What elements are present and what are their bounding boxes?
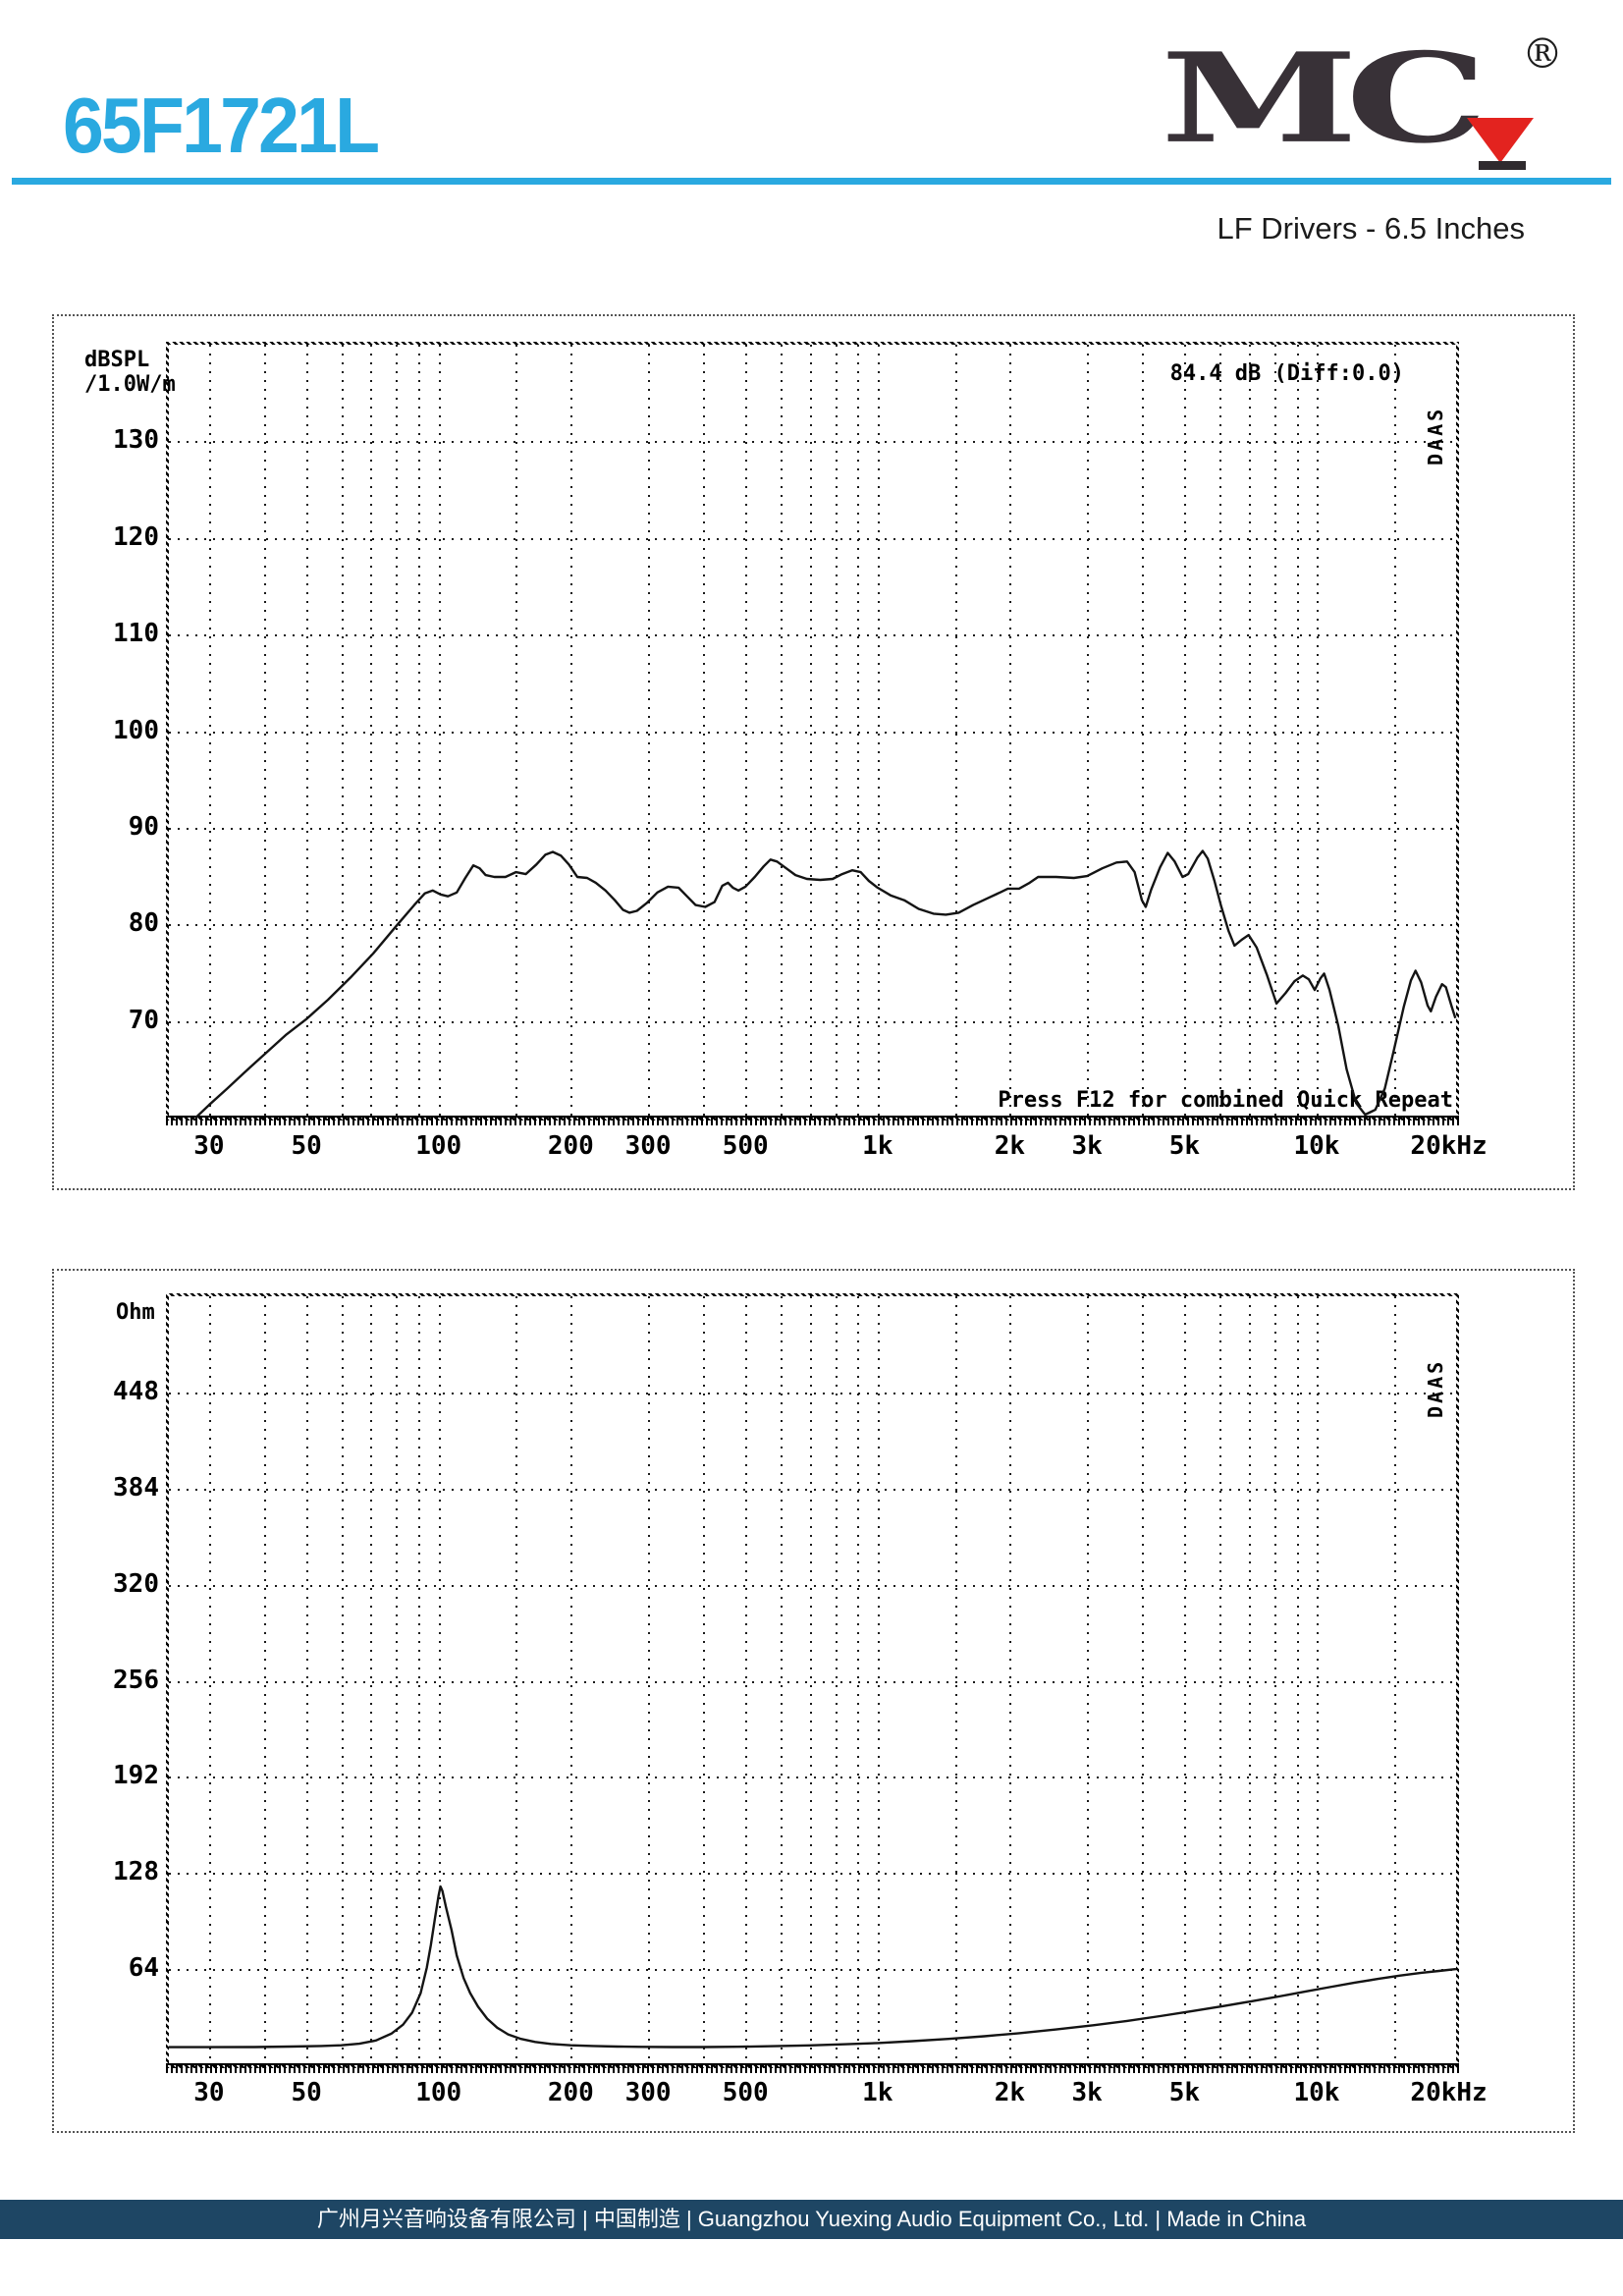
y-tick-label: 192 xyxy=(113,1761,159,1791)
logo-letter-m: M xyxy=(1161,27,1358,172)
logo-letter-c: C xyxy=(1345,27,1488,172)
y-axis-unit-label: Ohm xyxy=(116,1300,155,1325)
logo-underline-bar xyxy=(1479,161,1526,170)
x-tick-label: 20kHz xyxy=(1410,1131,1488,1161)
x-tick-label: 50 xyxy=(291,2078,322,2107)
impedance-chart: 448 384 320 256 192 128 64 30 50 100 200 300 500 1k 2k… xyxy=(52,1269,1575,2133)
x-tick-label: 30 xyxy=(193,1131,225,1161)
x-tick-label: 500 xyxy=(722,2078,769,2107)
x-tick-label: 300 xyxy=(624,2078,672,2107)
page-title: 65F1721L xyxy=(63,82,380,169)
registered-trademark-icon: ® xyxy=(1522,29,1563,78)
plot-area-border xyxy=(166,342,1459,1121)
x-tick-label: 500 xyxy=(722,1131,769,1161)
x-tick-label: 200 xyxy=(547,1131,594,1161)
y-tick-label: 384 xyxy=(113,1472,159,1503)
x-tick-label: 30 xyxy=(193,2078,225,2107)
x-tick-label: 2k xyxy=(994,2078,1026,2107)
product-category: LF Drivers - 6.5 Inches xyxy=(1217,211,1525,246)
y-tick-label: 256 xyxy=(113,1665,159,1695)
y-tick-label: 110 xyxy=(113,619,159,649)
x-tick-label: 300 xyxy=(624,1131,672,1161)
footer-bar: 广州月兴音响设备有限公司 | 中国制造 | Guangzhou Yuexing … xyxy=(0,2200,1623,2239)
x-tick-label: 5k xyxy=(1168,2078,1201,2107)
logo-triangle-icon xyxy=(1467,118,1534,163)
x-axis-line xyxy=(166,1116,1459,1125)
y-tick-label: 80 xyxy=(128,908,159,939)
x-tick-label: 50 xyxy=(291,1131,322,1161)
y-tick-label: 100 xyxy=(113,715,159,745)
spl-curve xyxy=(194,849,1457,1119)
x-tick-label: 3k xyxy=(1071,2078,1103,2107)
y-tick-label: 128 xyxy=(113,1857,159,1887)
x-tick-label: 200 xyxy=(547,2078,594,2107)
y-tick-label: 448 xyxy=(113,1376,159,1406)
x-tick-label: 10k xyxy=(1293,1131,1340,1161)
x-tick-label: 10k xyxy=(1293,2078,1340,2107)
y-tick-label: 90 xyxy=(128,811,159,842)
header-divider xyxy=(12,178,1611,185)
level-annotation: 84.4 dB (Diff:0.0) xyxy=(1169,361,1404,386)
x-axis-line xyxy=(166,2063,1459,2073)
impedance-curve xyxy=(169,1885,1457,2049)
spl-response-chart: 130 120 110 100 90 80 70 30 50 100 200 300 500 1k 2k 3k… xyxy=(52,314,1575,1190)
footer-text: 广州月兴音响设备有限公司 | 中国制造 | Guangzhou Yuexing … xyxy=(316,2207,1307,2231)
x-tick-label: 1k xyxy=(862,1131,893,1161)
brand-logo: MC xyxy=(1161,37,1488,160)
x-tick-label: 5k xyxy=(1168,1131,1201,1161)
x-tick-label: 2k xyxy=(994,1131,1026,1161)
y-tick-label: 120 xyxy=(113,521,159,552)
y-axis-unit-label: dBSPL /1.0W/m xyxy=(84,348,176,397)
y-tick-label: 64 xyxy=(128,1953,159,1984)
y-tick-label: 130 xyxy=(113,425,159,456)
x-tick-label: 20kHz xyxy=(1410,2078,1488,2107)
y-tick-label: 320 xyxy=(113,1568,159,1599)
x-tick-label: 1k xyxy=(862,2078,893,2107)
y-tick-label: 70 xyxy=(128,1005,159,1035)
x-tick-label: 3k xyxy=(1071,1131,1103,1161)
status-footnote: Press F12 for combined Quick Repeat xyxy=(998,1088,1453,1113)
x-tick-label: 100 xyxy=(415,2078,462,2107)
x-tick-label: 100 xyxy=(415,1131,462,1161)
